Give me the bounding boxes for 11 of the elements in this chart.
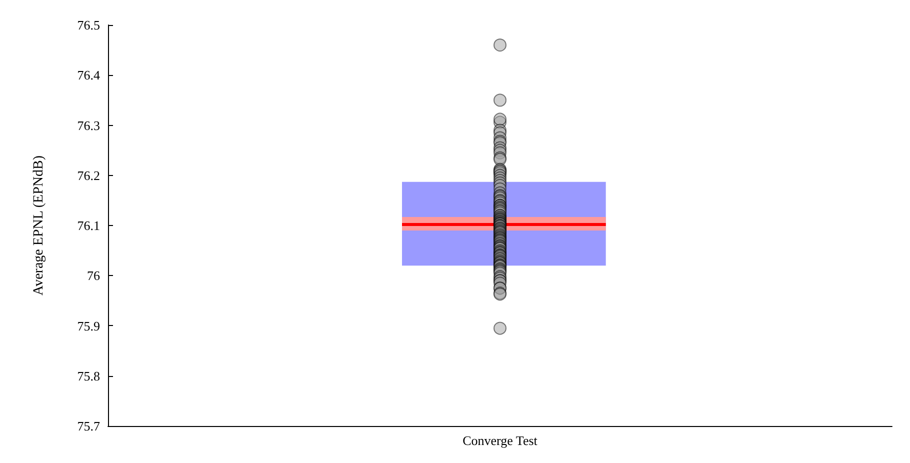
x-tick-label: Converge Test: [462, 433, 538, 448]
y-tick-label: 76.4: [77, 68, 100, 83]
y-tick-label: 76: [87, 268, 100, 284]
y-tick-label: 75.7: [77, 418, 100, 434]
y-tick-label: 76.3: [77, 118, 100, 133]
y-tick-label: 76.1: [77, 218, 100, 233]
y-tick-label: 76.2: [77, 168, 100, 183]
y-tick-label: 75.9: [77, 318, 100, 334]
y-tick-label: 75.8: [77, 368, 100, 384]
y-axis-title: Average EPNL (EPNdB): [32, 155, 46, 296]
y-tick-label: 76.5: [77, 18, 100, 32]
